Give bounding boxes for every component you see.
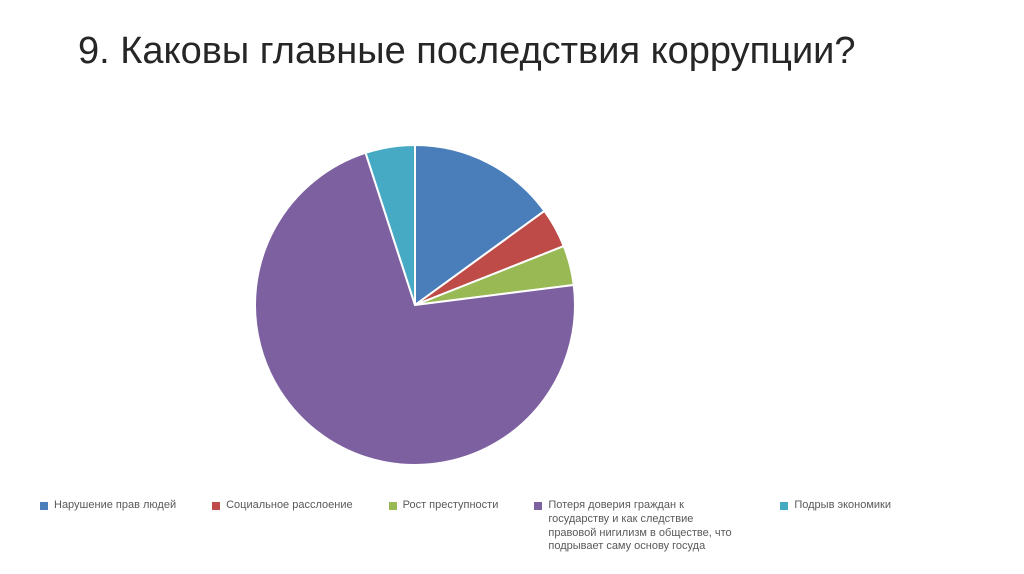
chart-legend: Нарушение прав людей Социальное расслоени… (40, 499, 984, 554)
slide: 9. Каковы главные последствия коррупции?… (0, 0, 1024, 574)
legend-item: Рост преступности (389, 499, 499, 554)
legend-item: Потеря доверия граждан к государству и к… (534, 499, 744, 554)
pie-chart (250, 140, 580, 470)
legend-label: Нарушение прав людей (54, 499, 176, 513)
legend-swatch (40, 502, 48, 510)
legend-swatch (534, 502, 542, 510)
legend-label: Потеря доверия граждан к государству и к… (548, 499, 744, 554)
legend-swatch (780, 502, 788, 510)
legend-item: Социальное расслоение (212, 499, 353, 554)
legend-swatch (212, 502, 220, 510)
legend-label: Социальное расслоение (226, 499, 353, 513)
legend-label: Подрыв экономики (794, 499, 891, 513)
legend-label: Рост преступности (403, 499, 499, 513)
legend-item: Подрыв экономики (780, 499, 891, 554)
legend-swatch (389, 502, 397, 510)
legend-item: Нарушение прав людей (40, 499, 176, 554)
slide-title: 9. Каковы главные последствия коррупции? (78, 28, 938, 76)
pie-chart-svg (250, 140, 580, 470)
